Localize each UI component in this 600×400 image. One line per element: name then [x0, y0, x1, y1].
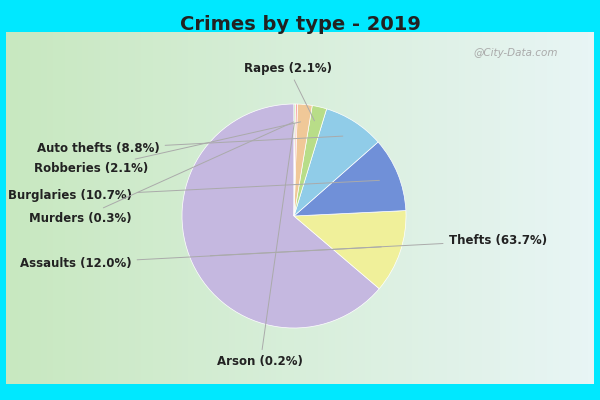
Text: Crimes by type - 2019: Crimes by type - 2019: [179, 14, 421, 34]
Wedge shape: [294, 106, 326, 216]
Text: Burglaries (10.7%): Burglaries (10.7%): [8, 180, 379, 202]
Wedge shape: [294, 142, 406, 216]
Text: @City-Data.com: @City-Data.com: [473, 48, 558, 58]
Text: Arson (0.2%): Arson (0.2%): [217, 124, 304, 368]
Text: Assaults (12.0%): Assaults (12.0%): [20, 247, 382, 270]
Text: Robberies (2.1%): Robberies (2.1%): [34, 122, 301, 176]
Text: Auto thefts (8.8%): Auto thefts (8.8%): [37, 136, 343, 155]
Text: Rapes (2.1%): Rapes (2.1%): [244, 62, 332, 121]
Wedge shape: [294, 104, 298, 216]
Wedge shape: [294, 104, 295, 216]
Wedge shape: [294, 104, 312, 216]
Wedge shape: [294, 109, 378, 216]
Wedge shape: [182, 104, 379, 328]
Wedge shape: [294, 210, 406, 289]
Text: Murders (0.3%): Murders (0.3%): [29, 122, 293, 225]
Text: Thefts (63.7%): Thefts (63.7%): [211, 234, 547, 256]
